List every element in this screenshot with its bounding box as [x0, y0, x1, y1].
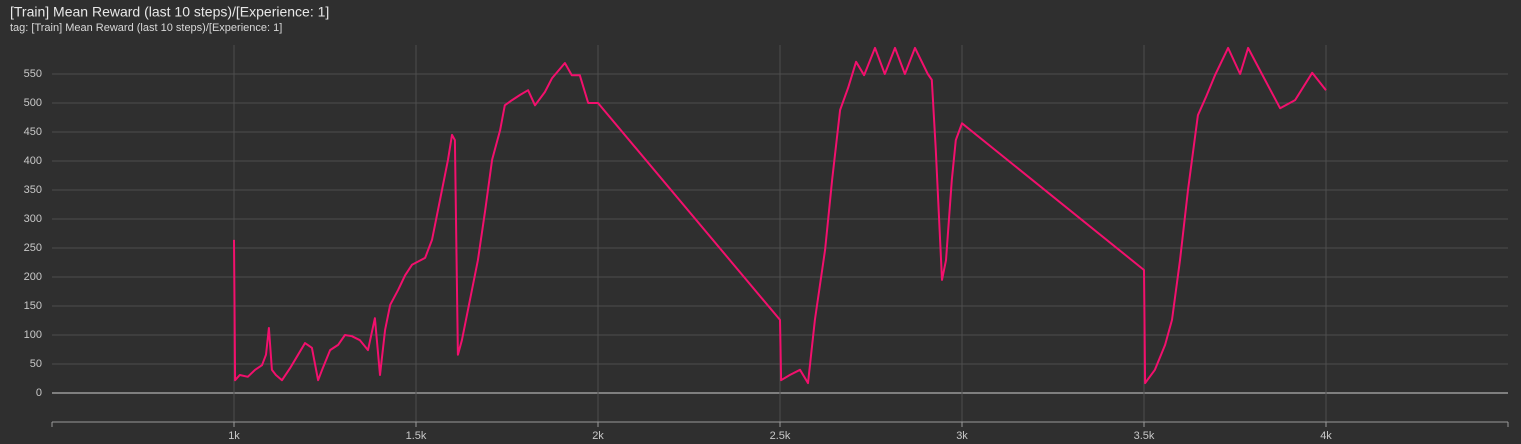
y-tick-label: 50 — [30, 358, 42, 370]
y-tick-label: 100 — [24, 329, 42, 341]
data-line — [233, 46, 1327, 385]
x-tick-label: 3.5k — [1134, 430, 1155, 442]
chart-title: [Train] Mean Reward (last 10 steps)/[Exp… — [10, 4, 329, 20]
y-tick-label: 450 — [24, 126, 42, 138]
y-tick-label: 350 — [24, 184, 42, 196]
y-tick-label: 550 — [24, 68, 42, 80]
y-tick-label: 250 — [24, 242, 42, 254]
chart-subtitle: tag: [Train] Mean Reward (last 10 steps)… — [10, 22, 282, 34]
y-tick-label: 400 — [24, 155, 42, 167]
x-tick-label: 4k — [1320, 430, 1332, 442]
y-tick-label: 0 — [36, 387, 42, 399]
y-tick-label: 300 — [24, 213, 42, 225]
x-tick-label: 2k — [592, 430, 604, 442]
x-tick-label: 2.5k — [770, 430, 791, 442]
x-tick-label: 1k — [228, 430, 240, 442]
y-tick-label: 500 — [24, 97, 42, 109]
x-tick-label: 1.5k — [406, 430, 427, 442]
y-tick-label: 150 — [24, 300, 42, 312]
y-tick-label: 200 — [24, 271, 42, 283]
marks — [233, 46, 1327, 385]
x-tick-label: 3k — [956, 430, 968, 442]
